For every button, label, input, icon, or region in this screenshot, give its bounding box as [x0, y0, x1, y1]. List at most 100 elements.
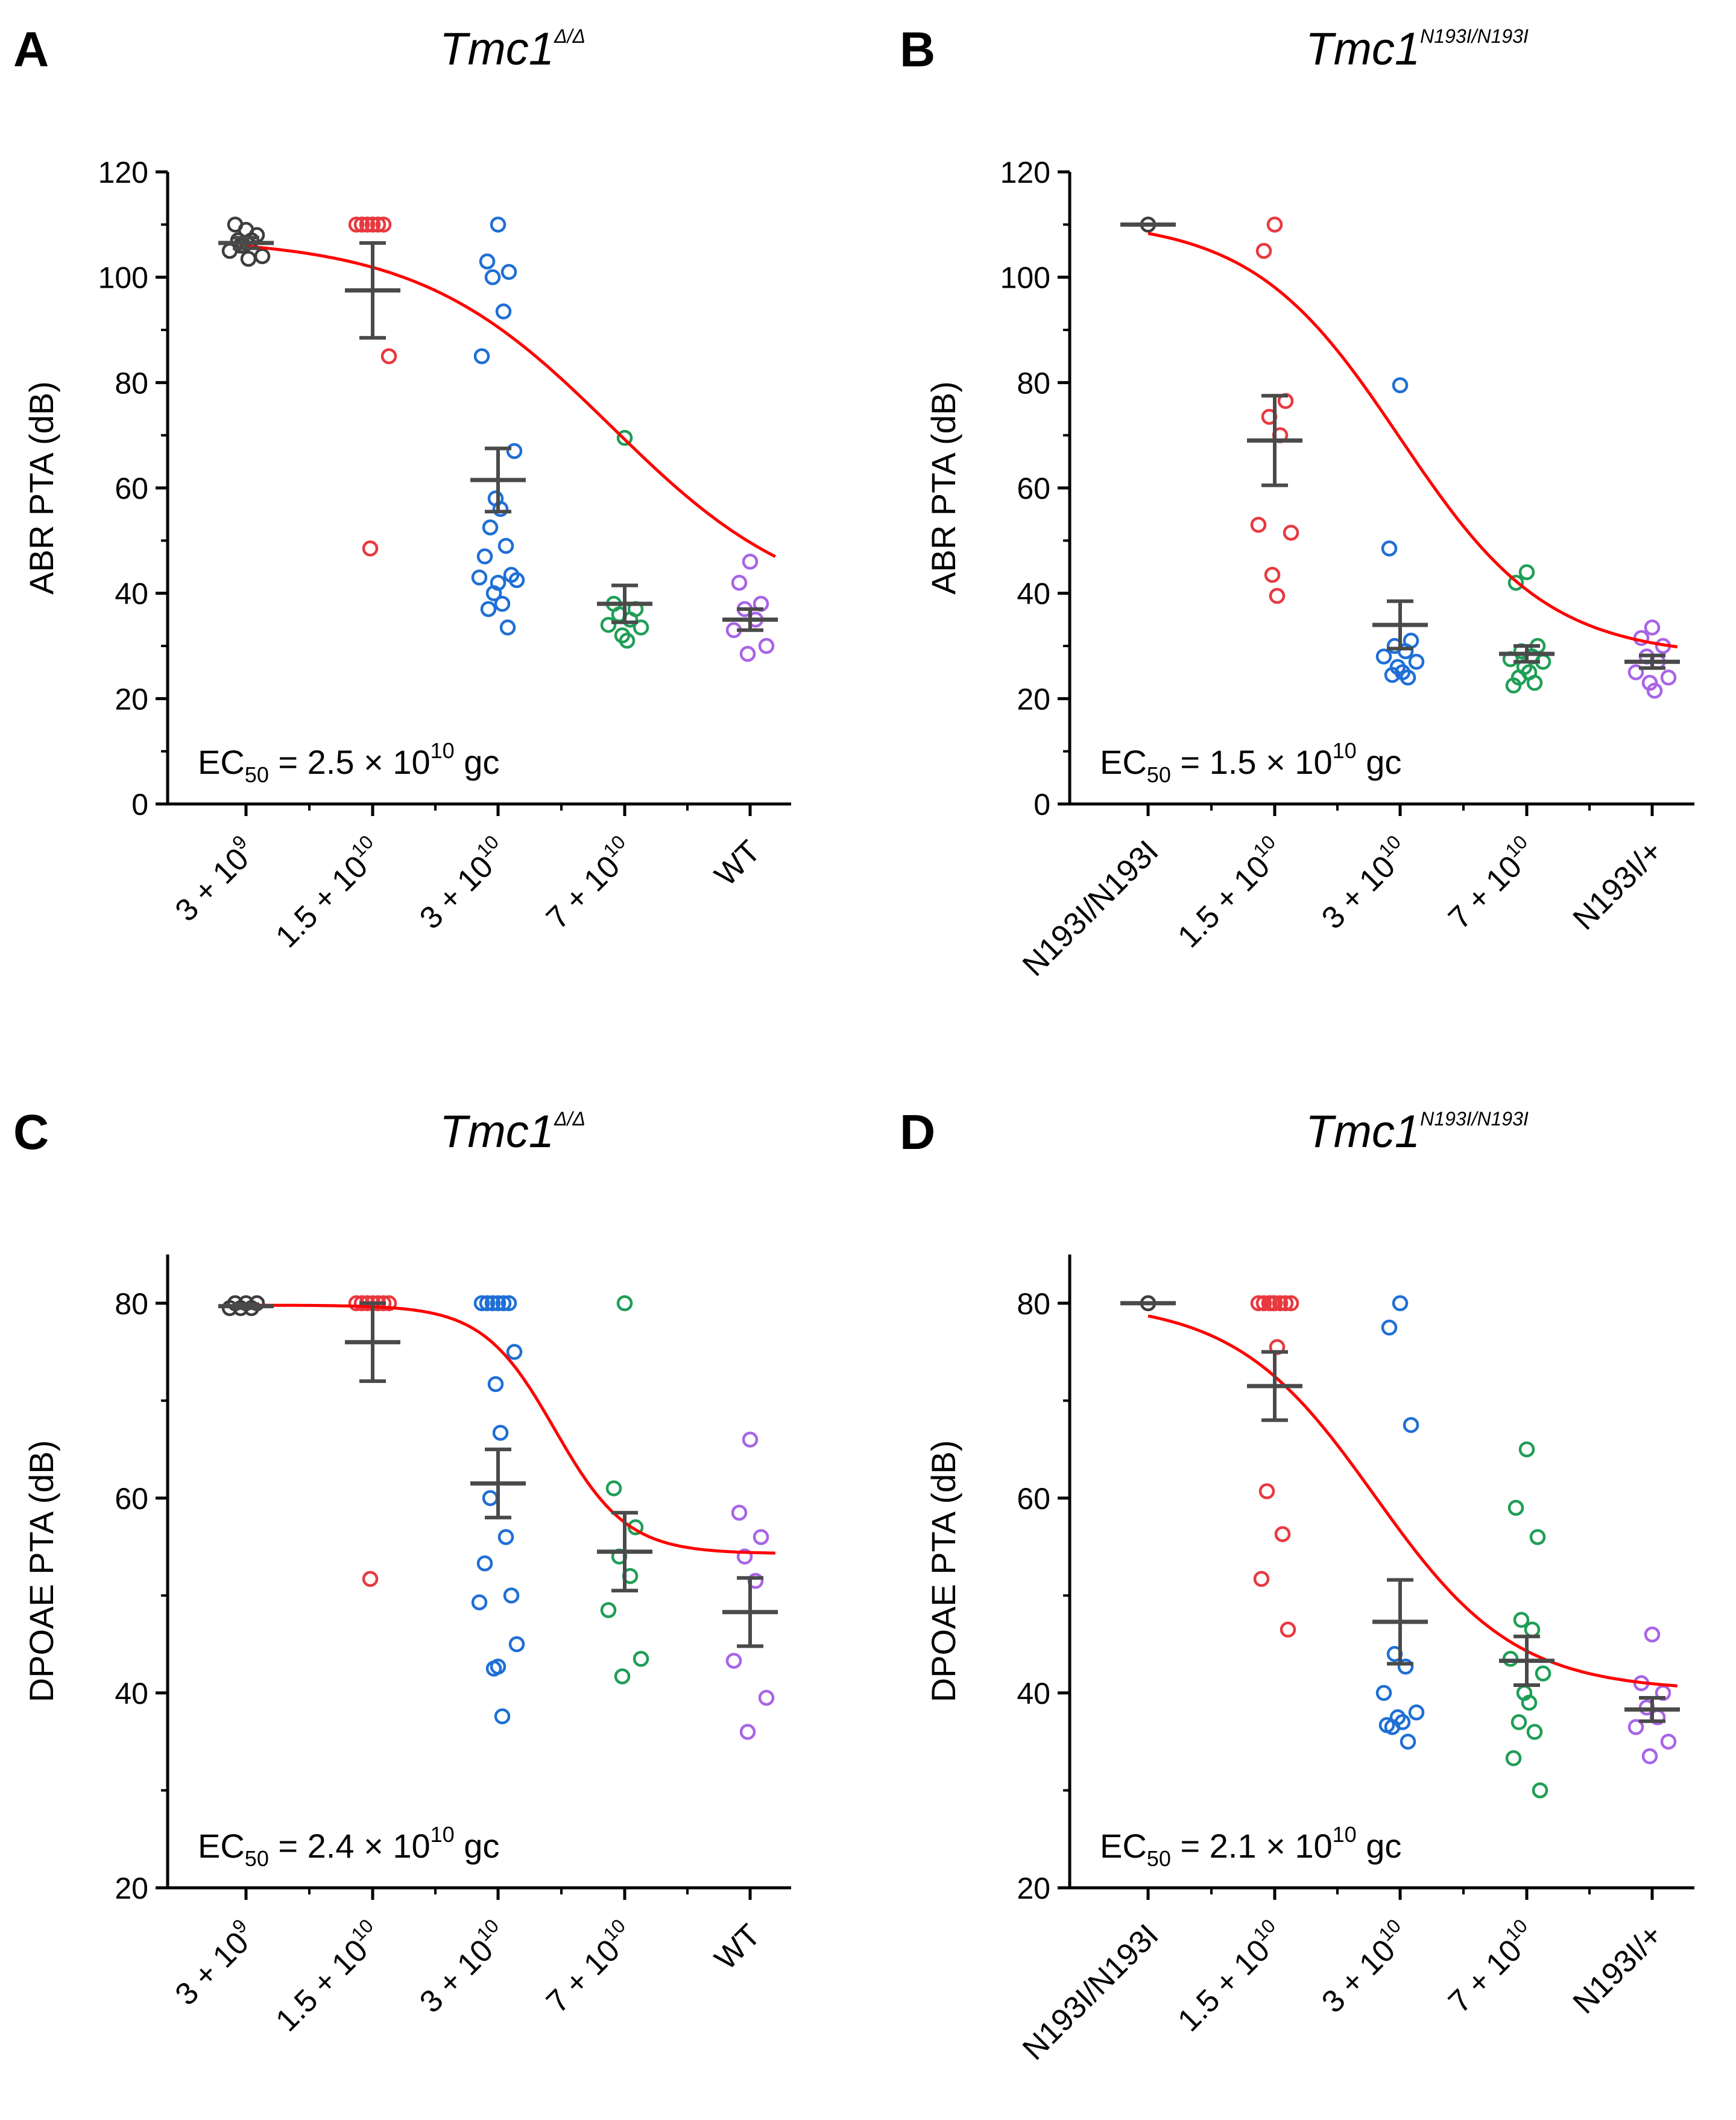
data-point: [482, 519, 499, 536]
data-point: [633, 1651, 649, 1667]
panel-title-main: Tmc1: [1305, 1106, 1420, 1157]
y-tick-label: 60: [115, 1482, 148, 1516]
data-point: [616, 429, 633, 446]
y-axis-label: DPOAE PTA (dB): [924, 1440, 962, 1703]
ec50-unit: gc: [455, 1827, 500, 1865]
y-axis-label: ABR PTA (dB): [924, 381, 962, 595]
x-tick-label-base: 3 + 10: [1315, 1933, 1402, 2020]
data-point: [495, 1295, 512, 1312]
data-point: [490, 1295, 507, 1312]
panel-title-main: Tmc1: [1305, 24, 1420, 75]
data-point: [1524, 1621, 1541, 1638]
errorbar-4: [1499, 644, 1555, 664]
x-tick-label: 1.5 + 1010: [1168, 831, 1292, 955]
data-point: [375, 217, 392, 233]
errorbar-3: [1372, 599, 1428, 651]
panel-title-superscript: N193I/N193I: [1420, 25, 1529, 47]
ec50-exponent: 10: [431, 738, 455, 763]
y-tick-label: 80: [1017, 1287, 1050, 1321]
ec50-value: = 2.5 × 10: [269, 743, 431, 781]
x-tick-label: N193I/+: [1567, 834, 1670, 937]
data-point: [1518, 564, 1535, 580]
data-point: [1400, 669, 1416, 686]
data-point: [619, 633, 636, 649]
data-point: [739, 645, 756, 662]
data-point: [500, 1295, 517, 1312]
data-point: [1400, 1733, 1416, 1750]
data-point: [476, 1555, 493, 1572]
panel-a: A Tmc1Δ/Δ 0 20 40 60 80 100 120 ABR PTA (dB) 3 + 1…: [13, 22, 791, 955]
series-5: [725, 1431, 775, 1740]
x-tick-label-base: WT: [708, 1917, 767, 1976]
y-tick-label: 60: [1017, 1482, 1050, 1516]
ec50-unit: gc: [455, 743, 500, 781]
data-point: [725, 1653, 742, 1669]
data-point: [494, 1708, 511, 1724]
data-point: [1274, 1526, 1291, 1542]
data-point: [485, 1660, 502, 1677]
series-4: [1502, 564, 1551, 694]
ec50-exponent: 10: [1333, 738, 1357, 763]
data-point: [492, 1425, 509, 1441]
y-tick-label: 0: [131, 788, 148, 821]
panel-title: Tmc1Δ/Δ: [440, 24, 586, 75]
panel-title: Tmc1N193I/N193I: [1305, 1106, 1529, 1157]
data-point: [736, 1548, 753, 1565]
x-tick-label: 3 + 1010: [410, 831, 515, 936]
data-point: [633, 619, 649, 636]
data-point: [484, 1295, 501, 1312]
data-point: [479, 253, 496, 270]
errorbar-2: [345, 1301, 400, 1383]
x-tick-label: 3 + 109: [166, 1915, 264, 2013]
data-point: [495, 303, 512, 320]
x-tick-label-base: 3 + 10: [169, 841, 256, 928]
x-tick-label-base: 1.5 + 10: [1171, 849, 1277, 955]
data-point: [506, 443, 523, 460]
panel-label: B: [900, 22, 935, 77]
data-point: [494, 595, 511, 612]
data-point: [364, 217, 381, 233]
errorbar-3: [470, 1448, 526, 1520]
y-tick-label: 0: [1034, 788, 1050, 821]
data-point: [1507, 1499, 1524, 1516]
data-point: [370, 217, 387, 233]
x-tick-label-base: 7 + 10: [1442, 1933, 1529, 2020]
data-point: [490, 217, 507, 233]
data-point: [1646, 682, 1663, 699]
data-point: [1392, 1295, 1409, 1312]
y-tick-label: 40: [115, 577, 148, 611]
ec50-prefix: EC: [1100, 1827, 1147, 1865]
data-point: [600, 616, 617, 633]
errorbar-2: [1247, 394, 1302, 487]
x-tick-label-base: 1.5 + 10: [1171, 1933, 1277, 2039]
series-4: [1502, 1441, 1551, 1799]
panel-label: C: [13, 1105, 49, 1160]
data-point: [503, 1587, 520, 1604]
data-point: [1627, 664, 1644, 680]
data-point: [1535, 1665, 1551, 1682]
x-tick-label-base: N193I/N193I: [1016, 834, 1165, 982]
x-tick-label: 7 + 1010: [537, 831, 642, 936]
data-point: [1255, 242, 1272, 259]
ec50-prefix: EC: [198, 743, 245, 781]
x-tick-label-base: 7 + 10: [540, 849, 627, 936]
data-point: [359, 217, 376, 233]
errorbar-2: [345, 241, 400, 340]
data-point: [499, 619, 516, 636]
data-point: [1392, 377, 1409, 393]
ec50-subscript: 50: [245, 1846, 269, 1871]
series-2: [348, 217, 397, 557]
errorbar-3: [470, 446, 526, 514]
errorbar-4: [597, 1511, 652, 1593]
data-point: [1641, 1748, 1658, 1765]
data-point: [758, 638, 775, 654]
x-tick-label-base: 3 + 10: [413, 1933, 500, 2020]
x-tick-label: 3 + 109: [166, 831, 264, 929]
fit-curve: [1147, 232, 1678, 648]
data-point: [1272, 1295, 1289, 1312]
data-point: [227, 217, 244, 233]
y-tick-label: 60: [1017, 472, 1050, 505]
x-tick-label-base: N193I/N193I: [1016, 1917, 1165, 2066]
y-tick-label: 40: [115, 1677, 148, 1710]
data-point: [1381, 1319, 1398, 1336]
